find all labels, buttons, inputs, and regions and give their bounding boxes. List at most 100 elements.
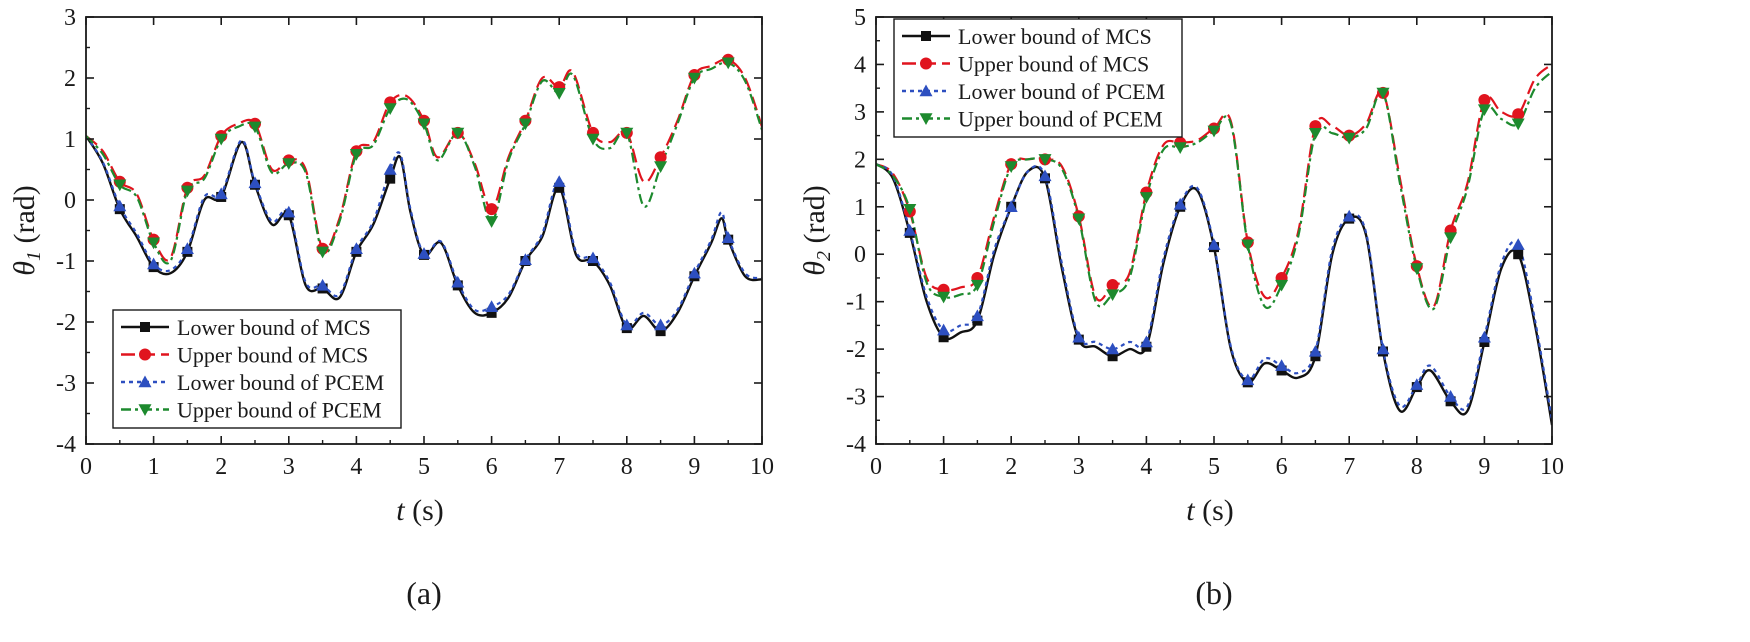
panel-b-series-4-marker bbox=[937, 291, 951, 304]
panel-b-series-2-marker bbox=[1106, 279, 1119, 292]
panel-a-series-4-marker bbox=[654, 161, 668, 173]
panel-b-series-4-marker bbox=[1004, 161, 1018, 173]
panel-b-series-2-marker bbox=[1512, 108, 1525, 121]
panel-a-series-4-marker bbox=[282, 158, 296, 170]
panel-a-series-4-marker bbox=[417, 118, 431, 131]
panel-a-series-4-marker bbox=[552, 88, 566, 100]
panel-b-x-tick-label: 2 bbox=[1005, 454, 1017, 480]
panel-a-legend-label: Lower bound of MCS bbox=[177, 315, 371, 340]
panel-b-x-tick-label: 8 bbox=[1411, 454, 1423, 480]
panel-b-series-2-marker bbox=[1478, 94, 1491, 107]
panel-a-series-3-marker bbox=[552, 175, 566, 187]
panel-a-series-1-marker bbox=[554, 182, 565, 193]
panel-b-y-axis-label: θ2 (rad) bbox=[798, 185, 835, 276]
panel-b-legend-box bbox=[893, 18, 1183, 138]
panel-b-series-3-marker bbox=[1173, 197, 1187, 210]
panel-a-x-tick-label: 4 bbox=[350, 454, 362, 480]
panel-a-x-tick-label: 10 bbox=[750, 454, 774, 480]
panel-a-series-3-marker bbox=[485, 300, 499, 312]
panel-b-x-tick-label: 5 bbox=[1208, 454, 1220, 480]
panel-b-y-tick-label: 5 bbox=[854, 5, 866, 31]
panel-a-series-3-marker bbox=[383, 163, 397, 175]
panel-a-series-3-marker bbox=[214, 187, 228, 200]
panel-a-series-4-marker bbox=[586, 133, 600, 146]
panel-a-series-3-marker bbox=[349, 242, 363, 254]
panel-a-series-3-marker bbox=[147, 257, 161, 270]
panel-a-series-4-marker bbox=[687, 72, 701, 85]
panel-a-caption: (a) bbox=[406, 575, 442, 611]
panel-b-y-tick-label: 3 bbox=[854, 100, 866, 126]
panel-b-chart: 0 1 2 3 4 5 6 7 8 9 10 -4 -3 -2 -1 0 1 2 3 4 5 θ2 (rad) t (s) (… bbox=[798, 5, 1564, 611]
panel-a-legend-marker bbox=[139, 348, 151, 361]
panel-b-series-3-marker bbox=[937, 323, 951, 336]
panel-b-series-4-marker bbox=[1444, 232, 1458, 245]
panel-b-series-4-marker bbox=[1410, 263, 1424, 275]
panel-b-legend-label: Lower bound of MCS bbox=[958, 24, 1152, 49]
panel-b-caption: (b) bbox=[1195, 575, 1232, 611]
panel-b-series-4-marker bbox=[1207, 125, 1221, 138]
panel-a-series-3-marker bbox=[248, 176, 262, 189]
panel-b-series-3-marker bbox=[1072, 330, 1086, 343]
panel-b-legend-marker bbox=[919, 84, 933, 97]
panel-b-series-1-marker bbox=[1107, 351, 1118, 362]
panel-b-series-3-marker bbox=[1106, 342, 1120, 355]
panel-a-series-4-marker bbox=[451, 127, 465, 140]
panel-a-x-tick-label: 1 bbox=[148, 454, 160, 480]
panel-a-series-line-4 bbox=[86, 61, 762, 265]
panel-a-series-3-marker bbox=[282, 205, 296, 218]
panel-a-chart: 0 1 2 3 4 5 6 7 8 9 10 -4 -3 -2 -1 0 1 2 3 θ1 (rad) t (s) (a)… bbox=[8, 5, 774, 611]
panel-a-series-3-marker bbox=[687, 266, 701, 279]
panel-b-legend-marker bbox=[920, 57, 932, 70]
panel-b-series-4-marker bbox=[1106, 289, 1120, 302]
panel-b-y-tick-label: 1 bbox=[854, 195, 866, 221]
panel-a-legend-marker bbox=[138, 404, 152, 416]
panel-b-series-3-marker bbox=[1241, 373, 1255, 386]
panel-b-series-line-3 bbox=[876, 163, 1552, 421]
panel-a-series-3-marker bbox=[721, 231, 735, 244]
panel-b-y-tick-label: 2 bbox=[854, 147, 866, 173]
panel-b-series-3-marker bbox=[1004, 200, 1018, 212]
panel-b-series-3-marker bbox=[1342, 209, 1356, 222]
panel-b-x-tick-label: 1 bbox=[938, 454, 950, 480]
panel-b-legend-label: Lower bound of PCEM bbox=[958, 79, 1165, 104]
panel-a-series-4-marker bbox=[518, 118, 532, 131]
panel-a-x-tick-label: 7 bbox=[553, 454, 565, 480]
panel-a-y-axis-label: θ1 (rad) bbox=[8, 185, 45, 276]
panel-b-series-4-marker bbox=[1511, 118, 1525, 131]
panel-b-series-4-marker bbox=[1342, 132, 1356, 145]
panel-a-series-3-marker bbox=[180, 242, 194, 254]
panel-a-legend-label: Upper bound of MCS bbox=[177, 343, 368, 368]
panel-b-legend-label: Upper bound of PCEM bbox=[958, 107, 1163, 132]
panel-a-series-4-marker bbox=[383, 103, 397, 115]
panel-a-x-tick-label: 8 bbox=[621, 454, 633, 480]
panel-a-legend-label: Upper bound of PCEM bbox=[177, 398, 382, 423]
panel-a-series-4-marker bbox=[147, 237, 161, 250]
panel-b-series-4-marker bbox=[1139, 192, 1153, 204]
panel-b-plot-area bbox=[876, 63, 1552, 426]
panel-a-legend: Lower bound of MCS Upper bound of MCSLowe… bbox=[112, 309, 402, 429]
panel-a-x-tick-label: 5 bbox=[418, 454, 430, 480]
panel-b-series-4-marker bbox=[903, 203, 917, 216]
panel-a-legend-box bbox=[112, 309, 402, 429]
panel-a-series-4-marker bbox=[248, 121, 262, 134]
panel-b-y-tick-label: -3 bbox=[846, 385, 866, 411]
panel-a-x-tick-label: 9 bbox=[688, 454, 700, 480]
panel-b-series-4-marker bbox=[1477, 104, 1491, 117]
panel-b-series-4-marker bbox=[970, 279, 984, 292]
panel-a-y-tick-label: -1 bbox=[56, 249, 76, 275]
panel-a-series-3-marker bbox=[586, 251, 600, 264]
panel-a-series-3-marker bbox=[417, 247, 431, 259]
panel-b-series-3-marker bbox=[1275, 359, 1289, 371]
panel-a-legend-marker bbox=[140, 322, 150, 332]
panel-b-series-line-4 bbox=[876, 70, 1552, 311]
panel-a-x-tick-label: 6 bbox=[486, 454, 498, 480]
panel-a-series-2-marker bbox=[485, 203, 498, 216]
panel-b-legend-marker bbox=[921, 31, 931, 41]
panel-a-series-1-marker bbox=[486, 307, 497, 318]
panel-b-series-3-marker bbox=[1207, 238, 1221, 250]
panel-b-y-tick-label: 4 bbox=[854, 52, 866, 78]
panel-a-series-4-marker bbox=[349, 149, 363, 161]
panel-a-series-3-marker bbox=[451, 275, 465, 288]
panel-b-x-tick-label: 3 bbox=[1073, 454, 1085, 480]
panel-b-y-tick-label: 0 bbox=[854, 242, 866, 268]
